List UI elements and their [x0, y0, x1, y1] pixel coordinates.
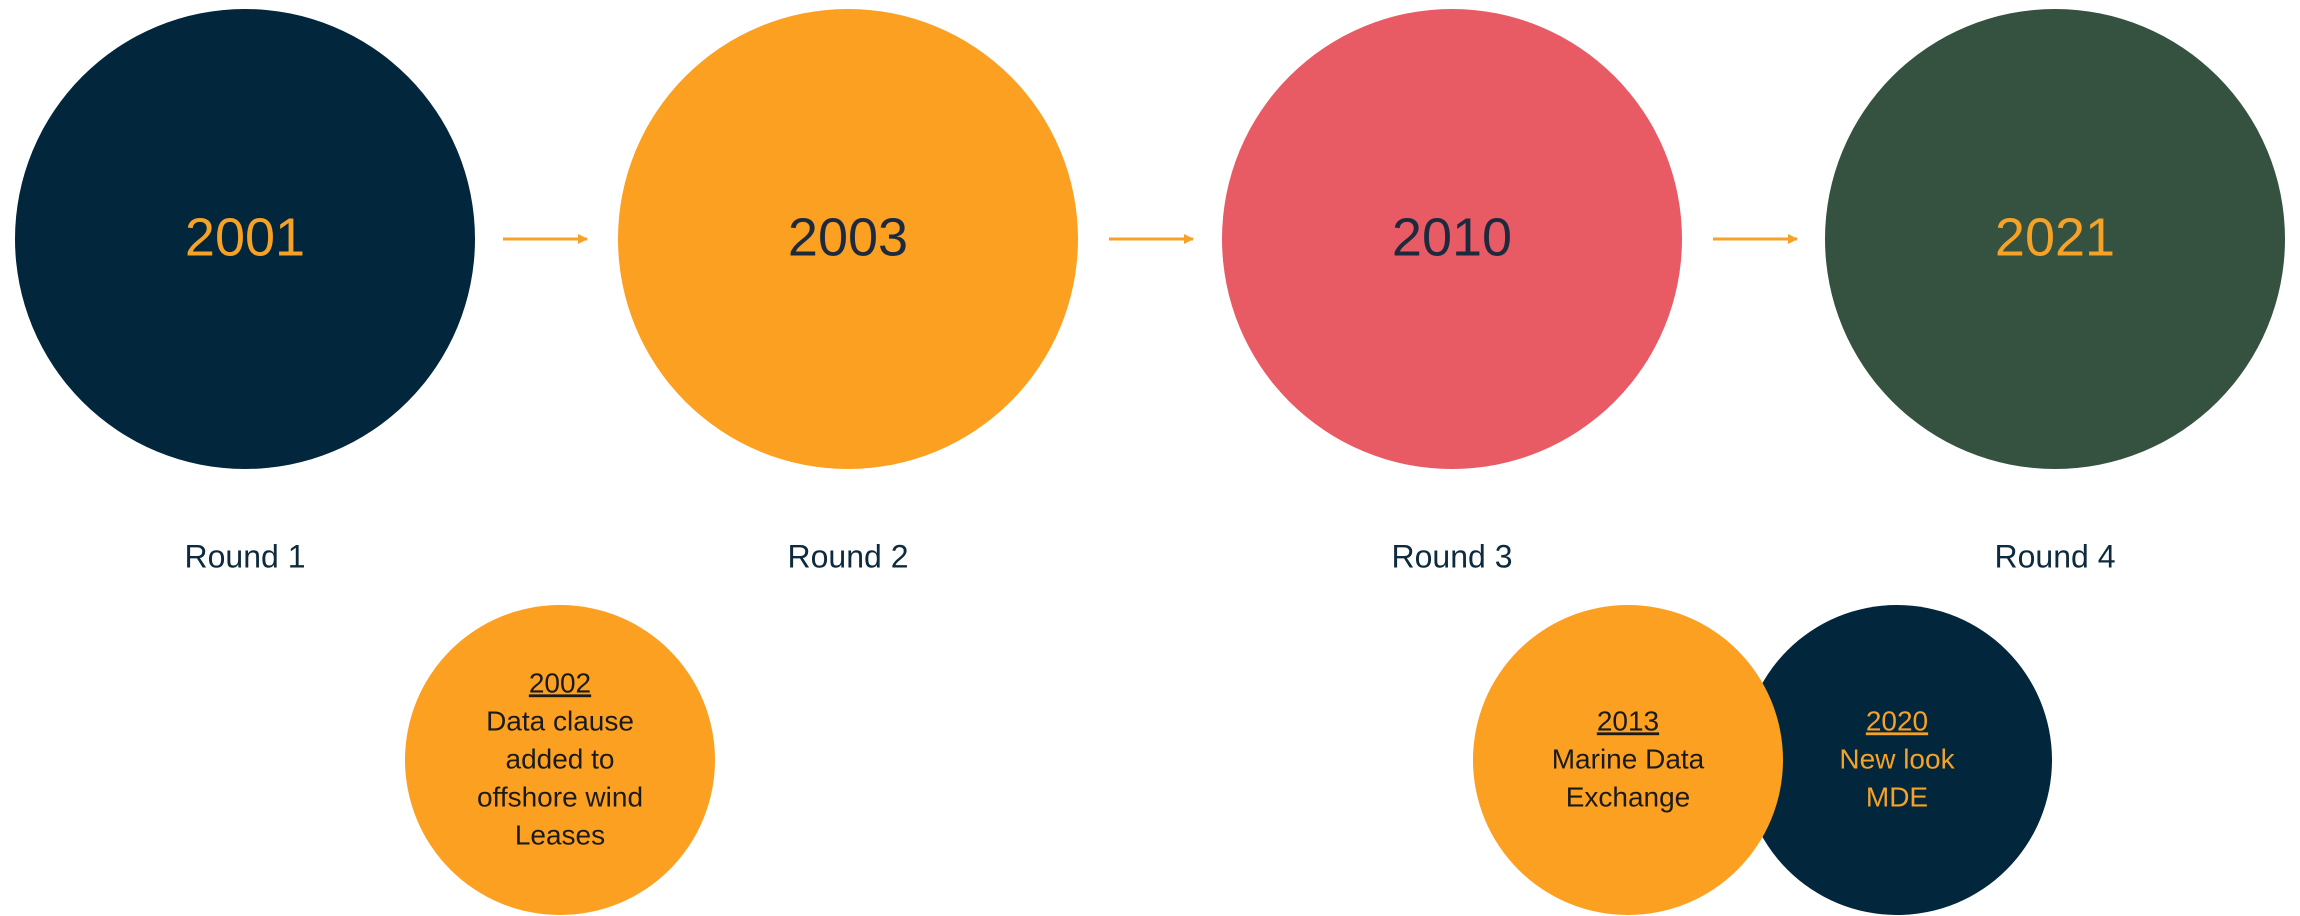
milestone-year: 2020 — [1866, 705, 1928, 736]
milestone: 2002 Data clause added to offshore wind Leas… — [405, 605, 715, 915]
milestone-circle — [1473, 605, 1783, 915]
milestone-text: offshore wind — [477, 781, 643, 812]
round-label: Round 4 — [1995, 538, 2116, 574]
round-year: 2010 — [1392, 207, 1512, 267]
round: 2021 Round 4 — [1825, 9, 2285, 574]
milestone-year: 2002 — [529, 667, 591, 698]
round-circle — [618, 9, 1078, 469]
round-year: 2021 — [1995, 207, 2115, 267]
milestone-year: 2013 — [1597, 705, 1659, 736]
round-label: Round 3 — [1392, 538, 1513, 574]
round: 2003 Round 2 — [618, 9, 1078, 574]
round-circle — [15, 9, 475, 469]
round-year: 2001 — [185, 207, 305, 267]
round-label: Round 1 — [185, 538, 306, 574]
milestone-text: Data clause — [486, 705, 634, 736]
round: 2010 Round 3 — [1222, 9, 1682, 574]
milestone-circle — [1742, 605, 2052, 915]
round-circle — [1825, 9, 2285, 469]
round-year: 2003 — [788, 207, 908, 267]
milestone-text: Leases — [515, 819, 605, 850]
milestone-text: MDE — [1866, 781, 1928, 812]
milestone-text: New look — [1839, 743, 1955, 774]
milestone-circle — [405, 605, 715, 915]
milestone-text: Exchange — [1566, 781, 1691, 812]
milestone: 2013 Marine Data Exchange — [1473, 605, 1783, 915]
milestone-text: Marine Data — [1552, 743, 1705, 774]
round-circle — [1222, 9, 1682, 469]
milestone: 2020 New look MDE — [1742, 605, 2052, 915]
round-label: Round 2 — [788, 538, 909, 574]
round: 2001 Round 1 — [15, 9, 475, 574]
milestone-text: added to — [506, 743, 615, 774]
